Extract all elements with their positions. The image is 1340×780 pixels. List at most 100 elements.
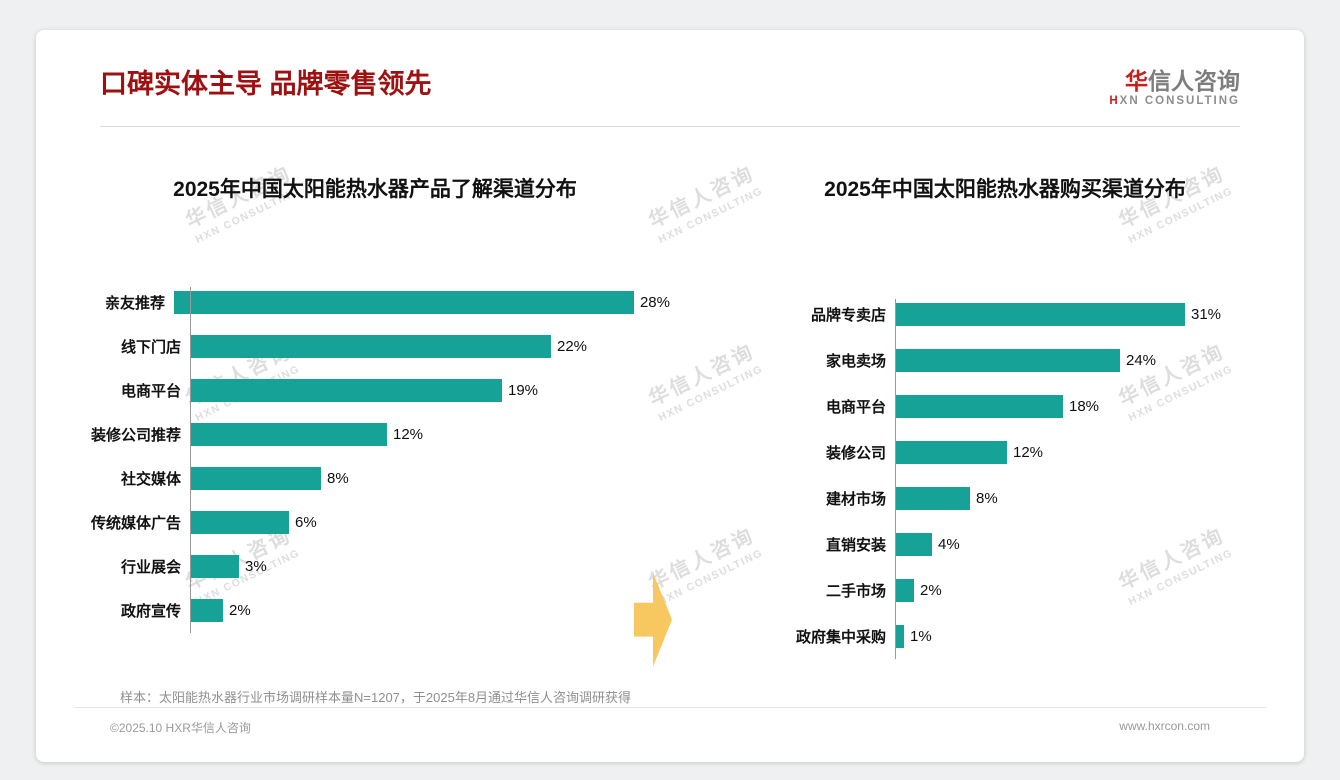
bar-category-label: 装修公司推荐 [90, 427, 181, 445]
chart-row: 品牌专卖店 31% [770, 303, 1240, 327]
y-axis-line [895, 298, 896, 659]
bar-track: 1% [895, 625, 1240, 649]
chart-row: 二手市场 2% [770, 579, 1240, 603]
bar [895, 533, 932, 557]
chart-row: 线下门店 22% [80, 335, 670, 359]
bar-category-label: 装修公司 [825, 445, 886, 463]
bar-value-label: 8% [327, 470, 349, 488]
brand-logo-en: HXN CONSULTING [1109, 95, 1240, 108]
bar-value-label: 2% [920, 582, 942, 600]
bar-track: 2% [895, 579, 1240, 603]
chart-purchase-channels: 2025年中国太阳能热水器购买渠道分布 品牌专卖店 31% 家电卖场 24% 电商平台 1… [770, 173, 1240, 659]
bar-track: 8% [190, 467, 670, 491]
bar-track: 3% [190, 555, 670, 579]
bar-category-label: 家电卖场 [825, 353, 886, 371]
bar-track: 4% [895, 533, 1240, 557]
brand-logo-en-accent: H [1109, 95, 1120, 108]
brand-logo-en-rest: XN CONSULTING [1119, 95, 1240, 108]
charts-area: 2025年中国太阳能热水器产品了解渠道分布 亲友推荐 28% 线下门店 22% 电商平台… [36, 173, 1304, 667]
bar-value-label: 28% [639, 294, 670, 312]
bar-category-label: 电商平台 [825, 399, 886, 417]
footer-copyright: ©2025.10 HXR华信人咨询 [110, 721, 251, 735]
bar-value-label: 19% [508, 382, 539, 400]
chart-row: 传统媒体广告 6% [80, 511, 670, 535]
bar-track: 19% [190, 379, 670, 403]
bar-value-label: 6% [295, 514, 317, 532]
bar-category-label: 直销安装 [825, 537, 886, 555]
chart-row: 政府集中采购 1% [770, 625, 1240, 649]
chart-title-left: 2025年中国太阳能热水器产品了解渠道分布 [173, 177, 577, 201]
chart-row: 家电卖场 24% [770, 349, 1240, 373]
chart-left-rows: 亲友推荐 28% 线下门店 22% 电商平台 19% 装修公司推荐 12% 社交媒体 8% 传统媒体… [80, 286, 670, 633]
footer-website[interactable]: www.hxrcon.com [1119, 719, 1210, 733]
bar [190, 599, 223, 623]
bar-value-label: 4% [938, 536, 960, 554]
bar [173, 291, 634, 315]
bar-category-label: 传统媒体广告 [90, 515, 181, 533]
bar-track: 22% [190, 335, 670, 359]
bar [190, 555, 239, 579]
chart-title-right: 2025年中国太阳能热水器购买渠道分布 [824, 177, 1186, 201]
sample-footnote: 样本：太阳能热水器行业市场调研样本量N=1207，于2025年8月通过华信人咨询… [120, 690, 632, 705]
chart-row: 装修公司 12% [770, 441, 1240, 465]
bar-category-label: 品牌专卖店 [810, 307, 886, 325]
bar-category-label: 政府宣传 [120, 603, 181, 621]
bar [895, 349, 1120, 373]
chart-row: 社交媒体 8% [80, 467, 670, 491]
bar [895, 487, 970, 511]
bar-category-label: 社交媒体 [120, 471, 181, 489]
bar-value-label: 22% [557, 338, 588, 356]
bar-category-label: 行业展会 [120, 559, 181, 577]
bar-category-label: 电商平台 [120, 383, 181, 401]
bar-track: 6% [190, 511, 670, 535]
chart-row: 政府宣传 2% [80, 599, 670, 623]
bar-track: 12% [895, 441, 1240, 465]
chart-row: 直销安装 4% [770, 533, 1240, 557]
header-divider [100, 125, 1240, 127]
chart-row: 电商平台 18% [770, 395, 1240, 419]
bar [190, 423, 387, 447]
bar-category-label: 政府集中采购 [795, 629, 886, 647]
bar [895, 395, 1063, 419]
bar-track: 8% [895, 487, 1240, 511]
chart-spacer [670, 173, 770, 649]
page-title: 口碑实体主导 品牌零售领先 [100, 69, 432, 99]
brand-logo-cn: 华信人咨询 [1109, 68, 1240, 94]
brand-logo-cn-rest: 信人咨询 [1148, 68, 1240, 94]
y-axis-line [190, 286, 191, 633]
header: 口碑实体主导 品牌零售领先 华信人咨询 HXN CONSULTING [36, 30, 1304, 109]
bar-value-label: 3% [245, 558, 267, 576]
bar [895, 441, 1007, 465]
footer: ©2025.10 HXR华信人咨询 www.hxrcon.com [74, 707, 1266, 736]
bar [895, 303, 1185, 327]
bar [190, 379, 502, 403]
brand-logo-cn-accent: 华 [1125, 68, 1148, 94]
chart-awareness-channels: 2025年中国太阳能热水器产品了解渠道分布 亲友推荐 28% 线下门店 22% 电商平台… [80, 173, 670, 649]
bar-category-label: 线下门店 [120, 339, 181, 357]
chart-row: 亲友推荐 28% [80, 291, 670, 315]
bar-value-label: 8% [976, 490, 998, 508]
bar-value-label: 12% [1013, 444, 1044, 462]
bar-track: 24% [895, 349, 1240, 373]
bar-value-label: 31% [1191, 306, 1222, 324]
bar [895, 625, 904, 649]
bar-value-label: 24% [1126, 352, 1157, 370]
bar [190, 467, 321, 491]
chart-row: 电商平台 19% [80, 379, 670, 403]
bar-category-label: 二手市场 [825, 583, 886, 601]
bar-value-label: 12% [393, 426, 424, 444]
slide-card: 华信人咨询 HXN CONSULTING 华信人咨询 HXN CONSULTING 华信… [36, 30, 1304, 762]
slide-content: 口碑实体主导 品牌零售领先 华信人咨询 HXN CONSULTING 2025年… [36, 30, 1304, 762]
chart-row: 行业展会 3% [80, 555, 670, 579]
bar-value-label: 1% [910, 628, 932, 646]
chart-row: 建材市场 8% [770, 487, 1240, 511]
bar [895, 579, 914, 603]
bar-value-label: 2% [229, 602, 251, 620]
bar-track: 28% [173, 291, 670, 315]
bar [190, 335, 551, 359]
bar-value-label: 18% [1069, 398, 1100, 416]
bar [190, 511, 289, 535]
bar-category-label: 亲友推荐 [104, 295, 165, 313]
bar-track: 18% [895, 395, 1240, 419]
chart-right-rows: 品牌专卖店 31% 家电卖场 24% 电商平台 18% 装修公司 12% 建材市场 8% 直销安装 4… [770, 298, 1240, 659]
